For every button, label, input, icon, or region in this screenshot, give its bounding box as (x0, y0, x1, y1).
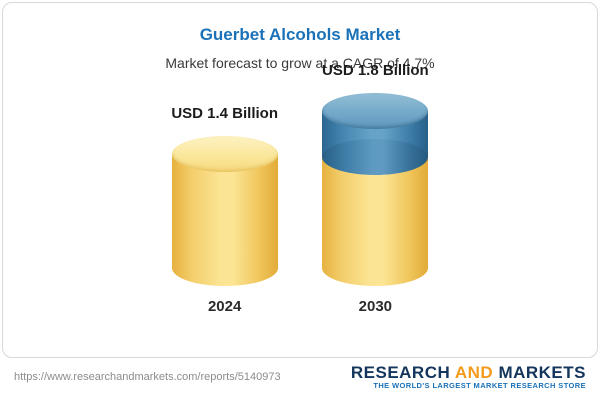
chart-subtitle: Market forecast to grow at a CAGR of 4.7… (165, 55, 435, 71)
cylinder-body-2024 (171, 154, 278, 286)
logo-word-markets: MARKETS (498, 362, 586, 382)
cylinder-bar-2024 (171, 136, 278, 286)
report-url: https://www.researchandmarkets.com/repor… (14, 371, 281, 383)
cylinder-cap-2030 (322, 93, 429, 129)
cylinder-body-2030 (322, 157, 429, 286)
bar-column-2030: USD 1.8 Billion 2030 (322, 62, 429, 315)
logo-word-research: RESEARCH (350, 362, 451, 382)
chart-plot-area: USD 1.4 Billion 2024 USD 1.8 Billion 203… (3, 62, 597, 315)
bar-category-2024: 2024 (207, 298, 242, 315)
research-and-markets-logo: RESEARCH AND MARKETS THE WORLD'S LARGEST… (351, 363, 586, 391)
chart-card: Guerbet Alcohols Market Market forecast … (2, 2, 598, 358)
bar-column-2024: USD 1.4 Billion 2024 (171, 105, 278, 315)
cylinder-bar-2030 (322, 93, 429, 286)
cylinder-cap-2024 (171, 136, 278, 172)
footer: https://www.researchandmarkets.com/repor… (0, 360, 600, 400)
cylinder-growth-segment-2030 (322, 111, 429, 175)
logo-tagline: THE WORLD'S LARGEST MARKET RESEARCH STOR… (373, 381, 586, 391)
bar-value-label-2024: USD 1.4 Billion (171, 105, 278, 122)
logo-wordmark: RESEARCH AND MARKETS (351, 363, 586, 383)
bar-category-2030: 2030 (358, 298, 393, 315)
bar-value-label-2030: USD 1.8 Billion (322, 62, 429, 79)
logo-word-and: AND (454, 362, 494, 382)
chart-title: Guerbet Alcohols Market (199, 25, 401, 44)
